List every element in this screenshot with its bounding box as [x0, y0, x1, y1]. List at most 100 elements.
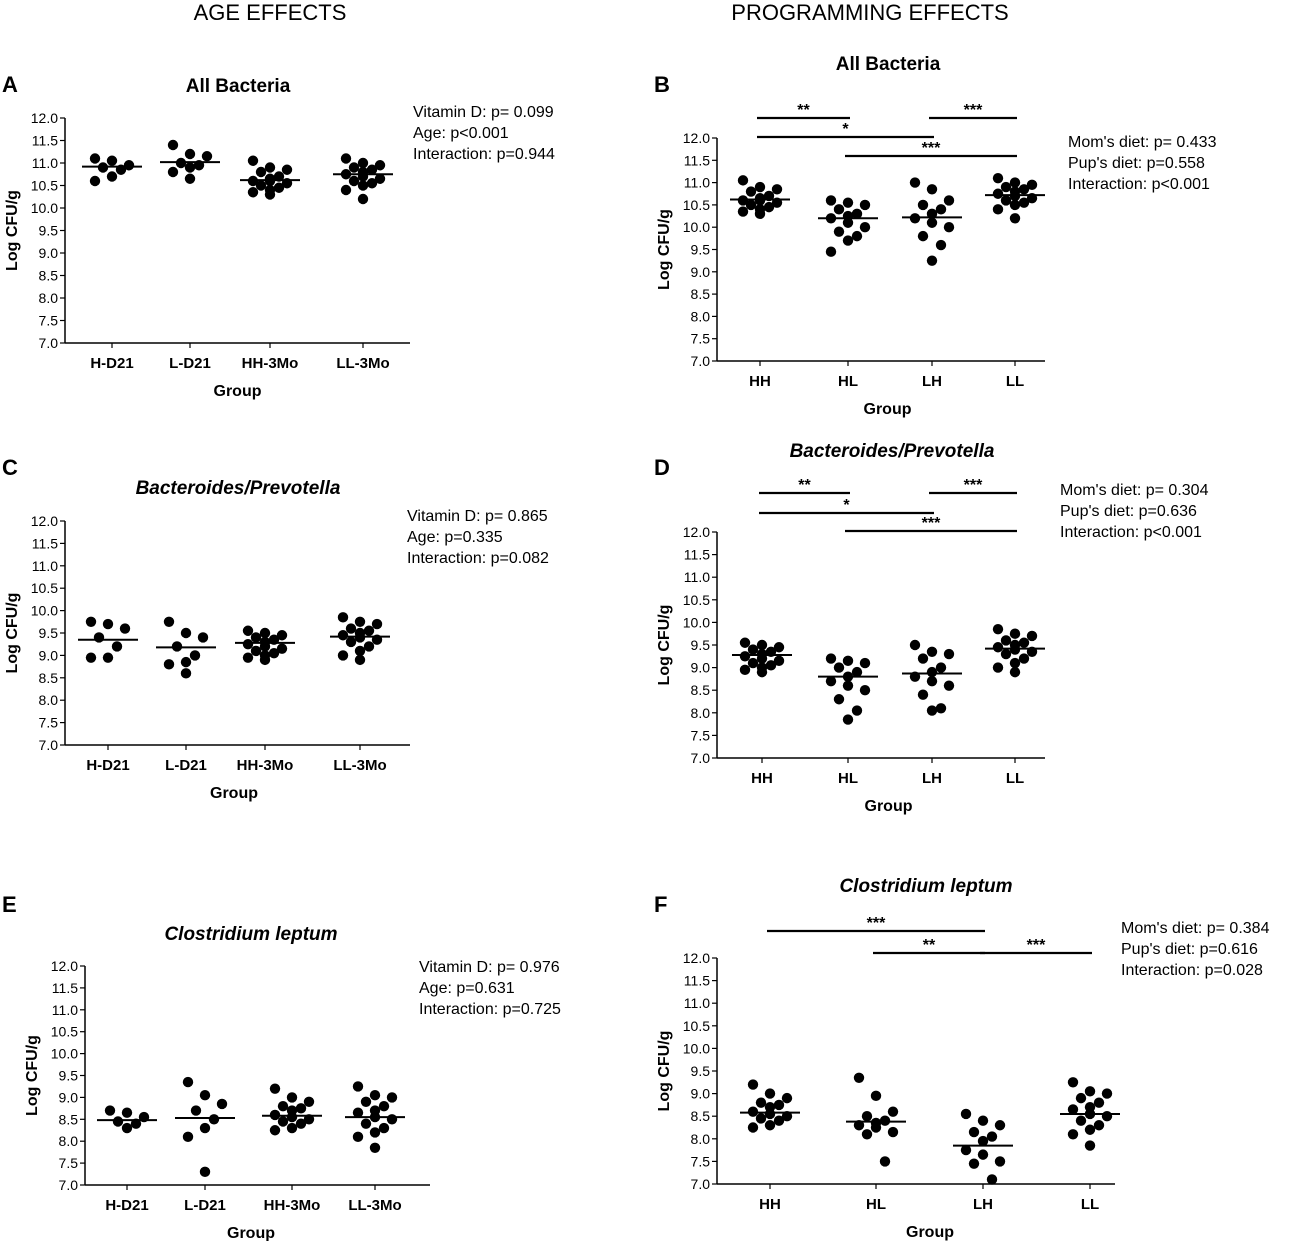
data-point: [102, 618, 114, 630]
data-point: [1101, 1111, 1113, 1122]
stats-text: Interaction: p<0.001: [1068, 176, 1210, 193]
data-point: [1009, 628, 1021, 639]
data-point: [106, 171, 118, 182]
stats-text: Pup's diet: p=0.636: [1060, 503, 1197, 520]
data-point: [745, 186, 757, 197]
y-tick-label: 10.0: [31, 200, 58, 216]
x-tick-label: H-D21: [86, 757, 129, 774]
data-point: [163, 616, 175, 627]
data-point: [755, 1097, 767, 1108]
y-tick-label: 9.0: [39, 245, 59, 261]
panel-e: E Clostridium leptum 7.0 7.5 8.0 8.5 9.0 9.5 10.…: [2, 892, 561, 1241]
data-point: [992, 188, 1004, 199]
panel-c: C Bacteroides/Prevotella 7.0 7.5 8.0 8.5 9.0 9.…: [2, 455, 549, 802]
data-point: [374, 160, 386, 171]
column-header-programming-effects: PROGRAMMING EFFECTS: [731, 0, 1008, 25]
y-tick-label: 7.0: [691, 1176, 711, 1192]
data-point: [1009, 657, 1021, 669]
y-tick-label: 8.5: [39, 670, 59, 686]
x-axis-label: Group: [906, 1224, 954, 1241]
data-point: [386, 1114, 398, 1125]
x-tick-label: HH-3Mo: [264, 1197, 321, 1214]
data-point: [345, 636, 357, 648]
data-point: [1067, 1129, 1079, 1140]
data-point: [1009, 666, 1021, 678]
y-tick-label: 10.5: [683, 197, 710, 213]
data-point: [1018, 197, 1030, 208]
panel-title: Clostridium leptum: [164, 924, 337, 945]
data-point: [1075, 1115, 1087, 1126]
data-point: [764, 1088, 776, 1099]
data-point: [926, 675, 938, 687]
y-tick-label: 7.0: [59, 1177, 79, 1193]
x-tick-label: HH: [759, 1196, 781, 1213]
data-point: [360, 1118, 372, 1129]
data-point: [842, 217, 854, 228]
data-point: [369, 1127, 381, 1138]
data-point: [825, 653, 837, 664]
data-point: [269, 1083, 281, 1094]
data-point: [357, 157, 369, 169]
significance-label: ***: [1027, 937, 1046, 954]
data-point: [851, 705, 863, 716]
data-point: [1084, 1124, 1096, 1135]
data-point: [345, 623, 357, 634]
y-tick-label: 7.5: [39, 313, 59, 329]
data-point: [870, 1122, 882, 1133]
data-point: [184, 173, 196, 184]
stats-text: Mom's diet: p= 0.433: [1068, 134, 1217, 151]
x-tick-label: HH: [749, 373, 771, 390]
significance-label: **: [797, 102, 810, 119]
y-tick-label: 12.0: [683, 130, 710, 146]
data-point: [121, 1122, 133, 1134]
data-point: [917, 653, 929, 664]
data-point: [119, 623, 131, 634]
data-point: [1009, 177, 1021, 188]
data-point: [295, 1103, 307, 1114]
data-point: [85, 616, 97, 627]
x-tick-label: LL-3Mo: [348, 1197, 401, 1214]
data-point: [102, 652, 114, 663]
data-point: [781, 1092, 793, 1104]
data-point: [992, 662, 1004, 673]
data-point: [1084, 1086, 1096, 1097]
data-point: [825, 675, 837, 687]
data-point: [756, 666, 768, 678]
y-tick-label: 10.0: [683, 1040, 710, 1056]
data-point: [917, 230, 929, 242]
data-point: [348, 162, 360, 173]
data-point: [255, 166, 267, 178]
data-point: [250, 645, 262, 657]
data-point: [1018, 637, 1030, 648]
data-point: [354, 616, 366, 627]
y-tick-label: 10.0: [683, 614, 710, 630]
data-point: [277, 1100, 289, 1112]
data-point: [369, 1142, 381, 1153]
significance-label: ***: [964, 102, 983, 119]
data-point: [1075, 1092, 1087, 1104]
data-point: [121, 1107, 133, 1118]
data-point: [764, 1108, 776, 1120]
y-tick-label: 9.5: [691, 637, 711, 653]
data-point: [992, 204, 1004, 215]
y-tick-label: 12.0: [31, 513, 58, 529]
data-point: [190, 1105, 202, 1116]
data-point: [765, 660, 777, 671]
data-point: [771, 184, 783, 195]
y-tick-label: 8.0: [59, 1133, 79, 1149]
data-point: [378, 1100, 390, 1112]
data-point: [994, 1156, 1006, 1167]
data-point: [255, 180, 267, 191]
y-tick-label: 8.5: [691, 682, 711, 698]
panel-letter: D: [654, 455, 670, 480]
y-tick-label: 10.5: [51, 1024, 78, 1040]
data-point: [1026, 179, 1038, 191]
data-point: [264, 162, 276, 173]
y-tick-label: 10.0: [51, 1046, 78, 1062]
x-tick-label: L-D21: [169, 355, 211, 372]
panel-title: Bacteroides/Prevotella: [790, 441, 995, 462]
y-tick-label: 8.0: [39, 290, 59, 306]
data-point: [269, 1125, 281, 1136]
data-point: [887, 1106, 899, 1117]
